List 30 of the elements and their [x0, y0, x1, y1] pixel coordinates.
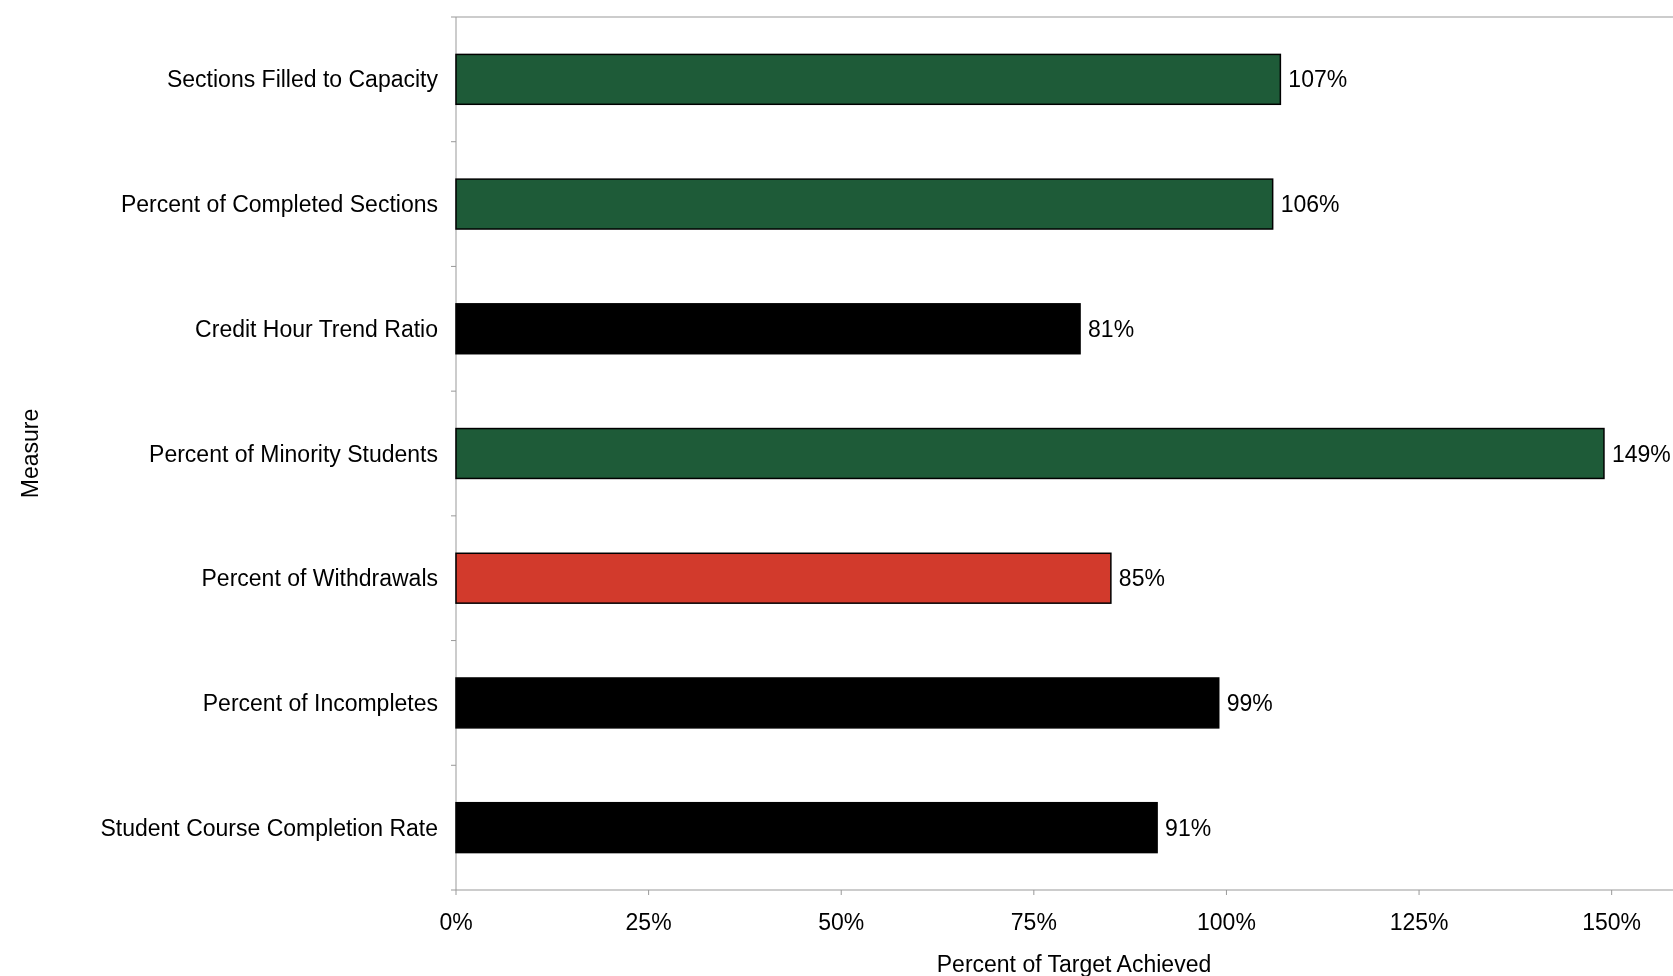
y-tick-label: Sections Filled to Capacity [166, 66, 439, 93]
x-axis-title: Percent of Target Achieved [936, 951, 1212, 976]
x-tick-label: 50% [818, 909, 865, 935]
x-tick-label: 0% [439, 909, 473, 935]
y-tick-label: Student Course Completion Rate [100, 814, 438, 841]
bar [455, 801, 1158, 854]
y-tick-label: Credit Hour Trend Ratio [195, 315, 438, 342]
data-label: 149% [1611, 440, 1671, 467]
y-tick-label: Percent of Minority Students [149, 440, 438, 467]
data-label: 85% [1118, 565, 1165, 592]
x-tick-label: 125% [1389, 909, 1449, 935]
x-tick-label: 100% [1197, 909, 1256, 935]
x-tick-label: 75% [1010, 909, 1057, 935]
bar [455, 677, 1220, 729]
bar [455, 427, 1605, 480]
bar [455, 303, 1081, 355]
data-label: 81% [1088, 315, 1135, 342]
x-tick-label: 150% [1582, 909, 1642, 935]
x-tick-label: 25% [625, 909, 672, 935]
bar [455, 178, 1274, 230]
bar [455, 552, 1112, 604]
data-label: 106% [1280, 191, 1340, 218]
data-label: 99% [1226, 689, 1273, 716]
y-axis-title: Measure [17, 408, 43, 499]
y-tick-label: Percent of Withdrawals [201, 565, 438, 592]
data-label: 91% [1165, 814, 1212, 841]
y-tick-label: Percent of Incompletes [202, 689, 438, 716]
bar [455, 53, 1282, 106]
y-tick-label: Percent of Completed Sections [120, 191, 438, 218]
data-label: 107% [1288, 66, 1348, 93]
